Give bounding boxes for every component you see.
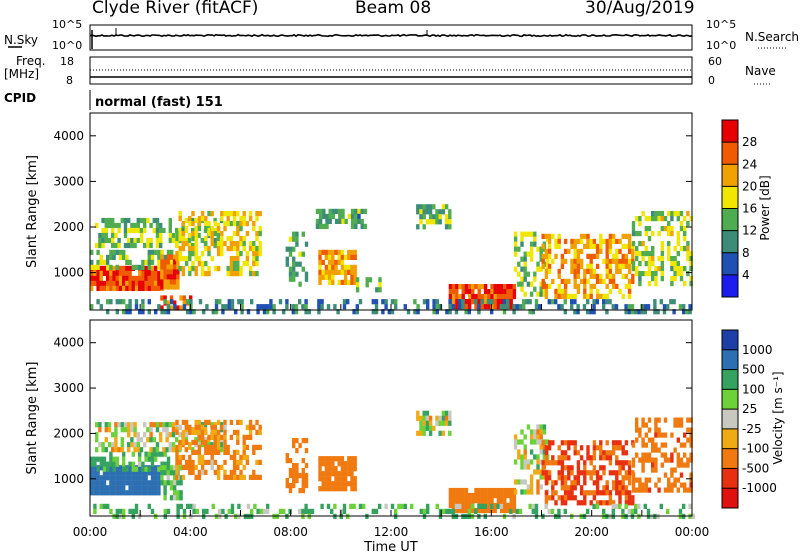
velocity-colorbar-segment: [722, 428, 738, 449]
nsky-panel-frame: [89, 24, 693, 51]
power-colorbar-segment: [722, 186, 738, 209]
velocity-colorbar-segment: [722, 448, 738, 469]
y-tick-label: 1000: [53, 472, 84, 486]
y-tick-label: 3000: [53, 174, 84, 188]
nsearch-tick-top: 10^5: [706, 18, 736, 31]
freq-tick-bottom: 8: [66, 74, 73, 87]
y-tick-label: 1000: [53, 266, 84, 280]
power-colorbar-label: 12: [742, 224, 757, 238]
y-axis-label: Slant Range [km]: [25, 362, 40, 475]
x-tick-label: 00:00: [675, 525, 710, 539]
power-colorbar-segment: [722, 208, 738, 231]
nave-label: Nave: [745, 64, 776, 78]
power-colorbar-segment: [722, 164, 738, 187]
velocity-colorbar-label: -1000: [742, 481, 777, 495]
power-colorbar-label: 24: [742, 157, 757, 171]
velocity-colorbar-segment: [722, 389, 738, 410]
velocity-colorbar-segment: [722, 468, 738, 489]
nave-tick-bottom: 0: [708, 74, 715, 87]
nsky-tick-top: 10^5: [52, 18, 82, 31]
x-tick-label: 00:00: [73, 525, 108, 539]
velocity-colorbar-label: 500: [742, 363, 765, 377]
x-tick-label: 20:00: [574, 525, 609, 539]
velocity-colorbar-segment: [722, 369, 738, 390]
velocity-colorbar-label: 1000: [742, 343, 773, 357]
freq-unit: [MHz]: [4, 67, 39, 81]
velocity-colorbar-segment: [722, 488, 738, 509]
power-colorbar-label: 28: [742, 135, 757, 149]
nsky-label: N.Sky: [4, 33, 38, 47]
nsearch-tick-bottom: 10^0: [706, 39, 736, 52]
velocity-colorbar-segment: [722, 349, 738, 370]
velocity-colorbar-label: -500: [742, 461, 769, 475]
y-tick-label: 3000: [53, 381, 84, 395]
date-label: 30/Aug/2019: [585, 0, 695, 18]
power-colorbar-segment: [722, 252, 738, 276]
power-colorbar-segment: [722, 120, 738, 143]
x-tick-label: 04:00: [173, 525, 208, 539]
velocity-colorbar-title: Velocity [m s⁻¹]: [771, 371, 785, 464]
cpid-text: normal (fast) 151: [95, 95, 223, 110]
velocity-colorbar-label: 100: [742, 382, 765, 396]
power-colorbar-label: 20: [742, 179, 757, 193]
power-colorbar-label: 8: [742, 246, 750, 260]
y-tick-label: 4000: [53, 129, 84, 143]
beam-label: Beam 08: [355, 0, 432, 18]
power-colorbar-label: 4: [742, 268, 750, 282]
freq-label: Freq.: [16, 54, 46, 68]
power-colorbar-segment: [722, 230, 738, 254]
x-tick-label: 12:00: [374, 525, 409, 539]
power-colorbar-segment: [722, 274, 738, 298]
velocity-colorbar-label: 25: [742, 402, 757, 416]
x-tick-label: 16:00: [474, 525, 509, 539]
velocity-colorbar-label: -25: [742, 422, 762, 436]
heatmap-1-cells: [90, 410, 695, 519]
velocity-colorbar-frame: [721, 329, 739, 509]
velocity-colorbar-segment: [722, 409, 738, 430]
velocity-colorbar-segment: [722, 330, 738, 351]
heatmap-0-cells: [90, 204, 693, 315]
nsearch-label: N.Search: [745, 30, 799, 44]
freq-tick-top: 18: [60, 55, 74, 68]
y-axis-label: Slant Range [km]: [25, 155, 40, 268]
cpid-label: CPID: [4, 91, 36, 105]
nsky-series: [89, 33, 693, 38]
velocity-colorbar-label: -100: [742, 442, 769, 456]
y-tick-label: 2000: [53, 220, 84, 234]
power-colorbar-label: 16: [742, 202, 757, 216]
station-title: Clyde River (fitACF): [92, 0, 259, 18]
power-colorbar-title: Power [dB]: [758, 175, 772, 240]
y-tick-label: 4000: [53, 336, 84, 350]
power-colorbar-segment: [722, 142, 738, 165]
x-tick-label: 08:00: [273, 525, 308, 539]
nave-tick-top: 60: [708, 55, 722, 68]
nsky-tick-bottom: 10^0: [52, 39, 82, 52]
heatmap-1-frame: [89, 319, 693, 517]
y-tick-label: 2000: [53, 426, 84, 440]
x-axis-label: Time UT: [363, 540, 417, 554]
